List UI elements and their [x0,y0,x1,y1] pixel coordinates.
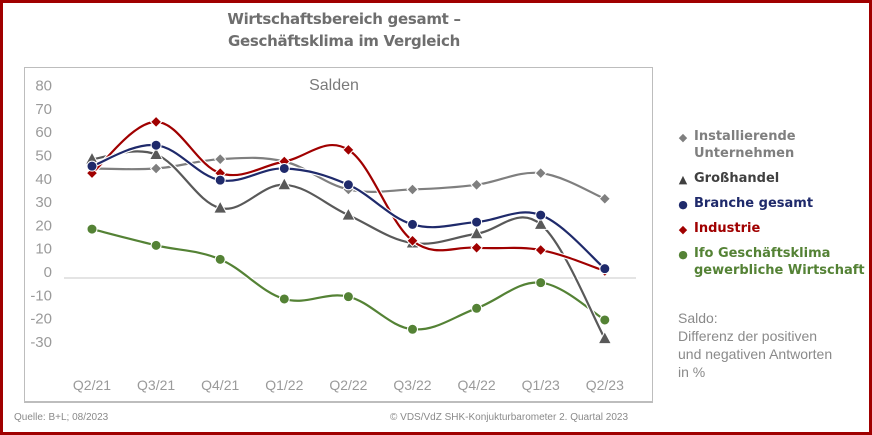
circle-marker-icon: ● [678,198,688,211]
diamond-marker-icon: ◆ [678,223,688,236]
y-tick-label: 10 [35,241,52,258]
triangle-marker-icon: ▲ [678,173,688,186]
note-line: und negativen Antworten [678,346,833,362]
y-tick-label: 50 [35,148,52,165]
diamond-marker-icon: ◆ [678,131,688,144]
data-point-gro-handel [469,225,484,240]
series-halo-ifo-gesch-ftsklima-gewerbliche-wirtschaft [89,226,608,332]
data-point-branche-gesamt [407,218,418,230]
data-point-ifo-gesch-ftsklima-gewerbliche-wirtschaft [150,239,162,251]
note-line: Differenz der positiven [678,328,818,344]
copyright-footer: © VDS/VdZ SHK-Konjukturbarometer 2. Quar… [390,412,629,423]
data-point-installierende-unternehmen [149,162,163,175]
data-point-ifo-gesch-ftsklima-gewerbliche-wirtschaft [214,253,226,265]
x-tick-label: Q4/22 [458,377,496,393]
data-point-industrie [342,143,355,157]
data-point-branche-gesamt [599,263,611,275]
data-point-branche-gesamt [86,160,98,172]
data-point-ifo-gesch-ftsklima-gewerbliche-wirtschaft [342,291,354,303]
data-point-installierende-unternehmen [598,192,612,205]
data-point-installierende-unternehmen [406,183,419,196]
data-point-installierende-unternehmen [470,178,483,192]
source-footer: Quelle: B+L; 08/2023 [14,412,109,423]
data-point-branche-gesamt [471,216,483,228]
legend-label: Branche gesamt [694,196,814,211]
data-point-gro-handel [597,330,613,345]
legend-item-grosshandel: ▲ Großhandel [676,170,866,187]
data-point-gro-handel [276,176,292,191]
legend: ◆ Installierende Unternehmen ▲ Großhandel… [676,128,866,287]
data-point-gro-handel [148,146,164,161]
y-tick-label: 20 [35,217,52,234]
y-tick-label: 30 [35,194,52,211]
y-tick-label: -30 [30,334,52,351]
x-tick-label: Q1/22 [265,377,303,393]
data-point-ifo-gesch-ftsklima-gewerbliche-wirtschaft [86,223,98,235]
data-point-installierende-unternehmen [534,166,547,180]
data-point-gro-handel [533,216,549,230]
series-line-ifo-gesch-ftsklima-gewerbliche-wirtschaft [90,227,606,331]
data-point-industrie [406,234,419,247]
data-point-industrie [149,115,163,129]
data-point-ifo-gesch-ftsklima-gewerbliche-wirtschaft [599,314,611,326]
data-point-ifo-gesch-ftsklima-gewerbliche-wirtschaft [278,293,290,305]
y-tick-label: 70 [35,101,52,118]
chart-subtitle: Salden [309,77,359,94]
x-tick-label: Q1/23 [522,377,560,393]
legend-label: Ifo Geschäftsklima gewerbliche Wirtschaft [694,246,865,278]
y-tick-label: 80 [35,78,52,95]
data-point-industrie [534,243,547,257]
legend-label: Industrie [694,221,761,236]
x-tick-label: Q2/21 [73,377,111,393]
circle-marker-icon: ● [678,248,688,261]
plot-area-border [24,67,653,403]
data-point-ifo-gesch-ftsklima-gewerbliche-wirtschaft [535,277,547,289]
data-point-ifo-gesch-ftsklima-gewerbliche-wirtschaft [407,323,418,335]
data-point-gro-handel [212,200,228,214]
legend-item-branche-gesamt: ● Branche gesamt [676,195,866,212]
x-tick-label: Q3/22 [393,377,431,393]
data-point-industrie [470,241,483,254]
data-point-installierende-unternehmen [213,152,227,166]
x-tick-label: Q3/21 [137,377,175,393]
legend-label: Installierende Unternehmen [694,129,796,161]
chart-title-line1: Wirtschaftsbereich gesamt – [227,10,461,28]
legend-item-industrie: ◆ Industrie [676,220,866,237]
chart-title: Wirtschaftsbereich gesamt – Geschäftskli… [0,8,688,52]
note-line: Saldo: [678,310,718,326]
data-point-branche-gesamt [535,209,547,221]
data-point-branche-gesamt [150,139,162,151]
data-point-gro-handel [341,207,356,221]
data-point-ifo-gesch-ftsklima-gewerbliche-wirtschaft [471,302,483,314]
chart-title-line2: Geschäftsklima im Vergleich [228,32,460,50]
x-tick-label: Q2/23 [586,377,624,393]
note-line: in % [678,364,706,380]
x-tick-label: Q2/22 [329,377,367,393]
y-tick-label: 0 [44,264,52,281]
saldo-note: Saldo: Differenz der positiven und negat… [678,309,868,381]
y-tick-label: 40 [35,171,52,188]
x-tick-label: Q4/21 [201,377,239,393]
data-point-branche-gesamt [214,174,226,186]
legend-label: Großhandel [694,171,780,186]
data-point-branche-gesamt [278,162,290,174]
legend-item-installierende: ◆ Installierende Unternehmen [676,128,866,162]
y-tick-label: 60 [35,124,52,141]
data-point-branche-gesamt [342,179,354,191]
y-tick-label: -20 [30,311,52,328]
y-tick-label: -10 [30,287,52,304]
legend-item-ifo: ● Ifo Geschäftsklima gewerbliche Wirtscha… [676,245,866,279]
